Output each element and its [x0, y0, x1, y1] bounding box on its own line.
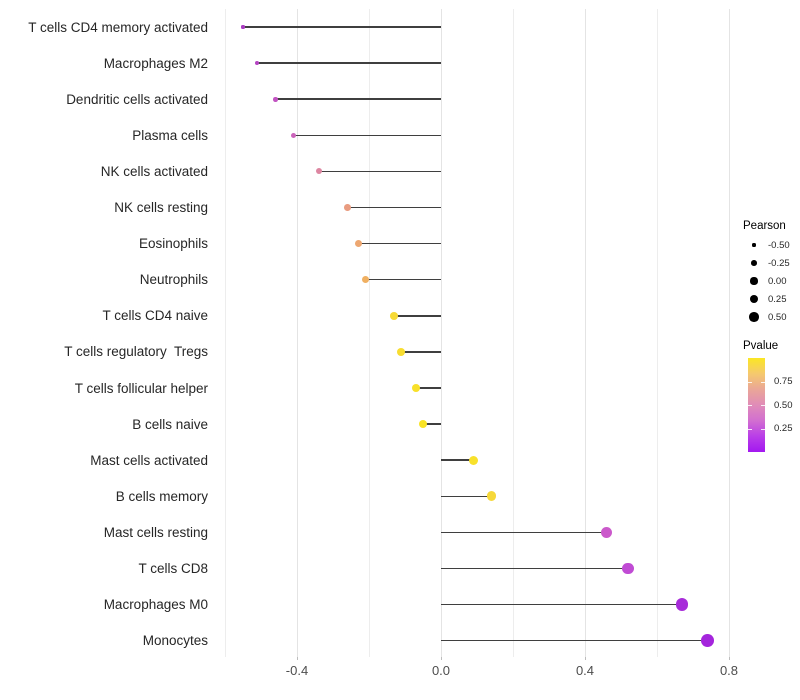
- lollipop-dot: [241, 25, 245, 29]
- legend-title-pearson: Pearson: [743, 220, 786, 232]
- legend-title-pvalue: Pvalue: [743, 340, 779, 352]
- legend-size-dot: [749, 312, 759, 322]
- category-label: NK cells resting: [114, 200, 208, 215]
- category-label: Neutrophils: [139, 272, 208, 288]
- legend-size-dot: [752, 243, 756, 247]
- pvalue-colorbar: [748, 358, 765, 452]
- category-label: Eosinophils: [138, 236, 208, 252]
- x-axis-tick: [729, 657, 730, 660]
- colorbar-tick: [761, 428, 765, 430]
- lollipop-dot: [675, 598, 689, 611]
- lollipop-stem: [275, 98, 441, 100]
- lollipop-stem: [415, 387, 441, 389]
- category-label: T cells follicular helper: [74, 380, 208, 396]
- category-label: Plasma cells: [132, 127, 208, 143]
- gridline-major: [297, 9, 298, 657]
- x-axis-tick: [441, 657, 442, 660]
- x-axis-tick: [585, 657, 586, 660]
- lollipop-stem: [441, 459, 474, 461]
- lollipop-dot: [622, 562, 635, 575]
- lollipop-stem: [358, 242, 441, 245]
- legend-size-dot: [750, 277, 758, 285]
- gridline-major: [441, 9, 442, 657]
- x-axis-tick-label: 0.0: [431, 663, 451, 678]
- lollipop-dot: [390, 311, 399, 320]
- category-label: Mast cells resting: [103, 524, 208, 540]
- legend-size-label: -0.25: [768, 257, 790, 269]
- x-axis-tick: [297, 657, 298, 660]
- colorbar-tick: [748, 428, 752, 430]
- lollipop-stem: [318, 170, 441, 173]
- lollipop-stem: [347, 206, 441, 209]
- lollipop-dot: [315, 168, 322, 175]
- lollipop-dot: [600, 526, 613, 539]
- legend-size-label: -0.50: [768, 239, 790, 251]
- colorbar-tick: [761, 381, 765, 383]
- lollipop-stem: [243, 26, 441, 28]
- category-label: Monocytes: [142, 633, 208, 649]
- lollipop-stem: [401, 351, 441, 353]
- lollipop-dot: [290, 132, 296, 138]
- gridline-major: [585, 9, 586, 657]
- colorbar-tick: [761, 405, 765, 406]
- category-label: T cells CD4 naive: [102, 308, 208, 324]
- legend-size-label: 0.00: [768, 275, 787, 287]
- lollipop-stem: [423, 423, 441, 425]
- category-label: Dendritic cells activated: [66, 91, 208, 107]
- lollipop-dot: [344, 204, 351, 211]
- lollipop-dot: [354, 240, 362, 248]
- x-axis-tick-label: -0.4: [285, 663, 309, 678]
- lollipop-dot: [418, 419, 428, 429]
- gridline-minor: [225, 9, 226, 657]
- lollipop-stem: [293, 134, 441, 137]
- legend-size-label: 0.50: [768, 311, 787, 323]
- lollipop-dot: [397, 347, 406, 356]
- lollipop-stem: [394, 315, 441, 317]
- lollipop-stem: [365, 278, 441, 281]
- legend-size-dot: [751, 260, 757, 266]
- colorbar-tick: [748, 381, 752, 383]
- colorbar-tick: [748, 405, 752, 406]
- category-label: T cells CD8: [138, 561, 208, 576]
- lollipop-dot: [255, 61, 260, 66]
- lollipop-dot: [361, 276, 369, 284]
- colorbar-tick-label: 0.25: [774, 423, 793, 434]
- gridline-major: [729, 9, 730, 657]
- lollipop-stem: [441, 603, 683, 606]
- category-label: Macrophages M2: [103, 55, 208, 71]
- category-label: B cells naive: [132, 416, 208, 432]
- lollipop-dot: [273, 96, 278, 102]
- colorbar-tick-label: 0.50: [774, 399, 793, 411]
- lollipop-dot: [486, 491, 497, 502]
- category-label: B cells memory: [115, 488, 208, 504]
- lollipop-stem: [441, 639, 708, 642]
- gridline-minor: [369, 9, 370, 657]
- lollipop-dot: [468, 455, 479, 465]
- gridline-minor: [657, 9, 658, 657]
- category-label: T cells regulatory Tregs: [64, 344, 208, 360]
- gridline-minor: [513, 9, 514, 657]
- category-label: T cells CD4 memory activated: [28, 19, 208, 35]
- lollipop-stem: [257, 62, 441, 64]
- lollipop-stem: [441, 495, 492, 498]
- x-axis-tick-label: 0.8: [719, 663, 739, 678]
- legend-size-label: 0.25: [768, 293, 787, 305]
- lollipop-dot: [411, 383, 420, 393]
- category-label: NK cells activated: [100, 163, 208, 179]
- lollipop-stem: [441, 567, 629, 570]
- colorbar-tick-label: 0.75: [774, 376, 793, 387]
- lollipop-stem: [441, 531, 607, 534]
- lollipop-dot: [701, 634, 714, 648]
- category-label: Macrophages M0: [103, 597, 208, 613]
- legend-size-dot: [749, 294, 759, 304]
- category-label: Mast cells activated: [90, 452, 208, 468]
- x-axis-tick-label: 0.4: [575, 663, 595, 678]
